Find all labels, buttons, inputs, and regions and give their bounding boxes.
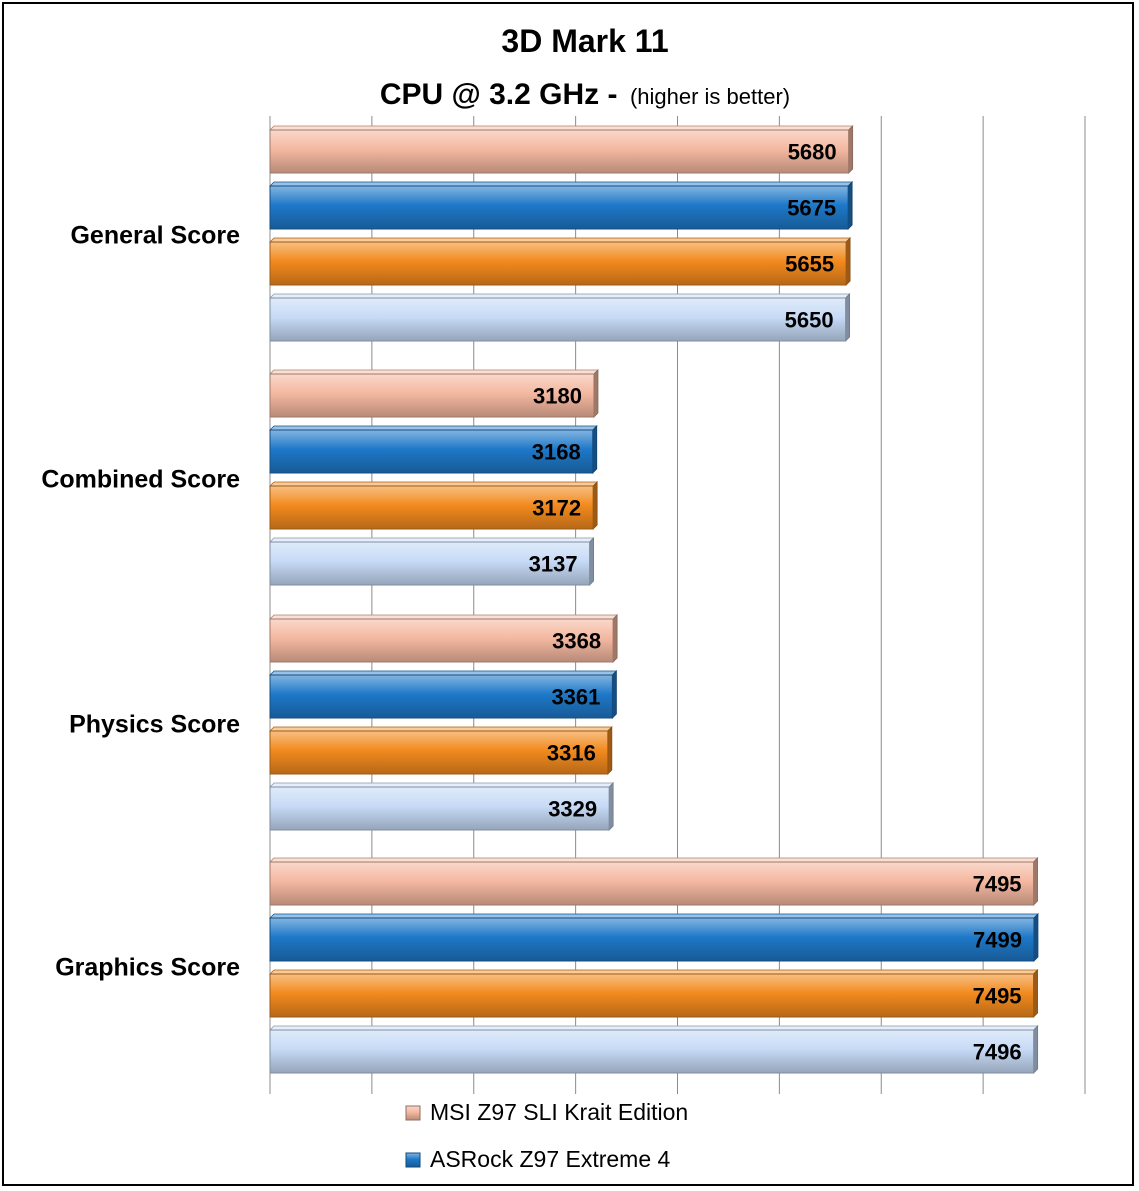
category-labels: General Score Combined Score Physics Score… — [41, 222, 240, 982]
bar-top-face — [269, 481, 599, 487]
bar-side-face — [592, 481, 598, 530]
bar-top-face — [269, 726, 613, 732]
bars — [269, 125, 1039, 1074]
chart-subtitle-note: (higher is better) — [630, 84, 790, 109]
bar-top-face — [269, 369, 599, 375]
data-label: 3368 — [552, 629, 601, 654]
bar — [269, 485, 594, 530]
chart-subtitle: CPU @ 3.2 GHz - (higher is better) — [380, 78, 790, 111]
bar — [269, 1029, 1035, 1074]
bar — [269, 429, 594, 474]
category-label: Physics Score — [69, 711, 240, 739]
bar-side-face — [845, 293, 850, 342]
bar-side-face — [607, 726, 613, 775]
legend-swatch — [405, 1105, 421, 1121]
bar-top-face — [269, 670, 618, 676]
bar-side-face — [1033, 913, 1039, 962]
bar — [269, 917, 1035, 962]
bar — [269, 674, 613, 719]
bar — [269, 541, 591, 586]
data-label: 3316 — [547, 741, 596, 766]
bar-side-face — [612, 670, 617, 719]
data-label: 3329 — [548, 797, 597, 822]
bar-top-face — [269, 293, 851, 299]
bar-top-face — [269, 969, 1039, 975]
bar-side-face — [1033, 1025, 1039, 1074]
bar-top-face — [269, 537, 595, 543]
bar — [269, 373, 595, 418]
data-label: 3137 — [529, 552, 578, 577]
bar-chart: 3D Mark 11 CPU @ 3.2 GHz - (higher is be… — [41, 23, 1086, 1172]
category-label: Combined Score — [41, 466, 240, 494]
bar-side-face — [1033, 969, 1038, 1018]
bar-top-face — [269, 913, 1039, 919]
bar-side-face — [592, 425, 598, 474]
bar — [269, 241, 847, 286]
bar-side-face — [593, 369, 599, 418]
bar-side-face — [845, 237, 851, 286]
data-label: 7495 — [973, 872, 1022, 897]
bar — [269, 730, 609, 775]
legend-swatch — [405, 1152, 421, 1168]
data-label: 7499 — [973, 928, 1022, 953]
bar-top-face — [269, 125, 854, 131]
bar — [269, 861, 1035, 906]
legend-item: ASRock Z97 Extreme 4 — [405, 1146, 671, 1172]
bar-side-face — [608, 782, 614, 831]
value-labels: 5680 5675 5655 5650 3180 3168 3172 3137 3368 3361… — [529, 140, 1022, 1065]
legend-label: MSI Z97 SLI Krait Edition — [430, 1099, 688, 1125]
data-label: 5680 — [788, 140, 837, 165]
bar-side-face — [612, 614, 618, 663]
data-label: 3168 — [532, 440, 581, 465]
data-label: 3172 — [532, 496, 581, 521]
bar — [269, 786, 610, 831]
bar-top-face — [269, 782, 615, 788]
bar-top-face — [269, 857, 1039, 863]
data-label: 5650 — [785, 308, 834, 333]
data-label: 7495 — [973, 984, 1022, 1009]
category-label: General Score — [70, 222, 240, 250]
bar-top-face — [269, 181, 854, 187]
data-label: 7496 — [973, 1040, 1022, 1065]
bar-side-face — [848, 125, 854, 174]
bar — [269, 973, 1035, 1018]
legend-label: ASRock Z97 Extreme 4 — [430, 1146, 671, 1172]
bar-side-face — [589, 537, 594, 586]
bar — [269, 618, 614, 663]
bar — [269, 129, 850, 174]
bar — [269, 185, 849, 230]
legend-item: MSI Z97 SLI Krait Edition — [405, 1099, 688, 1125]
data-label: 5675 — [787, 196, 836, 221]
data-label: 3180 — [533, 384, 582, 409]
data-label: 5655 — [785, 252, 834, 277]
bar-top-face — [269, 237, 852, 243]
bar-side-face — [847, 181, 853, 230]
chart-title: 3D Mark 11 — [501, 23, 668, 59]
legend: MSI Z97 SLI Krait Edition ASRock Z97 Extr… — [405, 1099, 688, 1172]
bar-top-face — [269, 1025, 1039, 1031]
category-label: Graphics Score — [55, 954, 240, 982]
bar-top-face — [269, 425, 598, 431]
chart-subtitle-main: CPU @ 3.2 GHz - — [380, 78, 618, 111]
data-label: 3361 — [551, 685, 600, 710]
bar — [269, 297, 847, 342]
bar-side-face — [1033, 857, 1038, 906]
bar-top-face — [269, 614, 619, 620]
